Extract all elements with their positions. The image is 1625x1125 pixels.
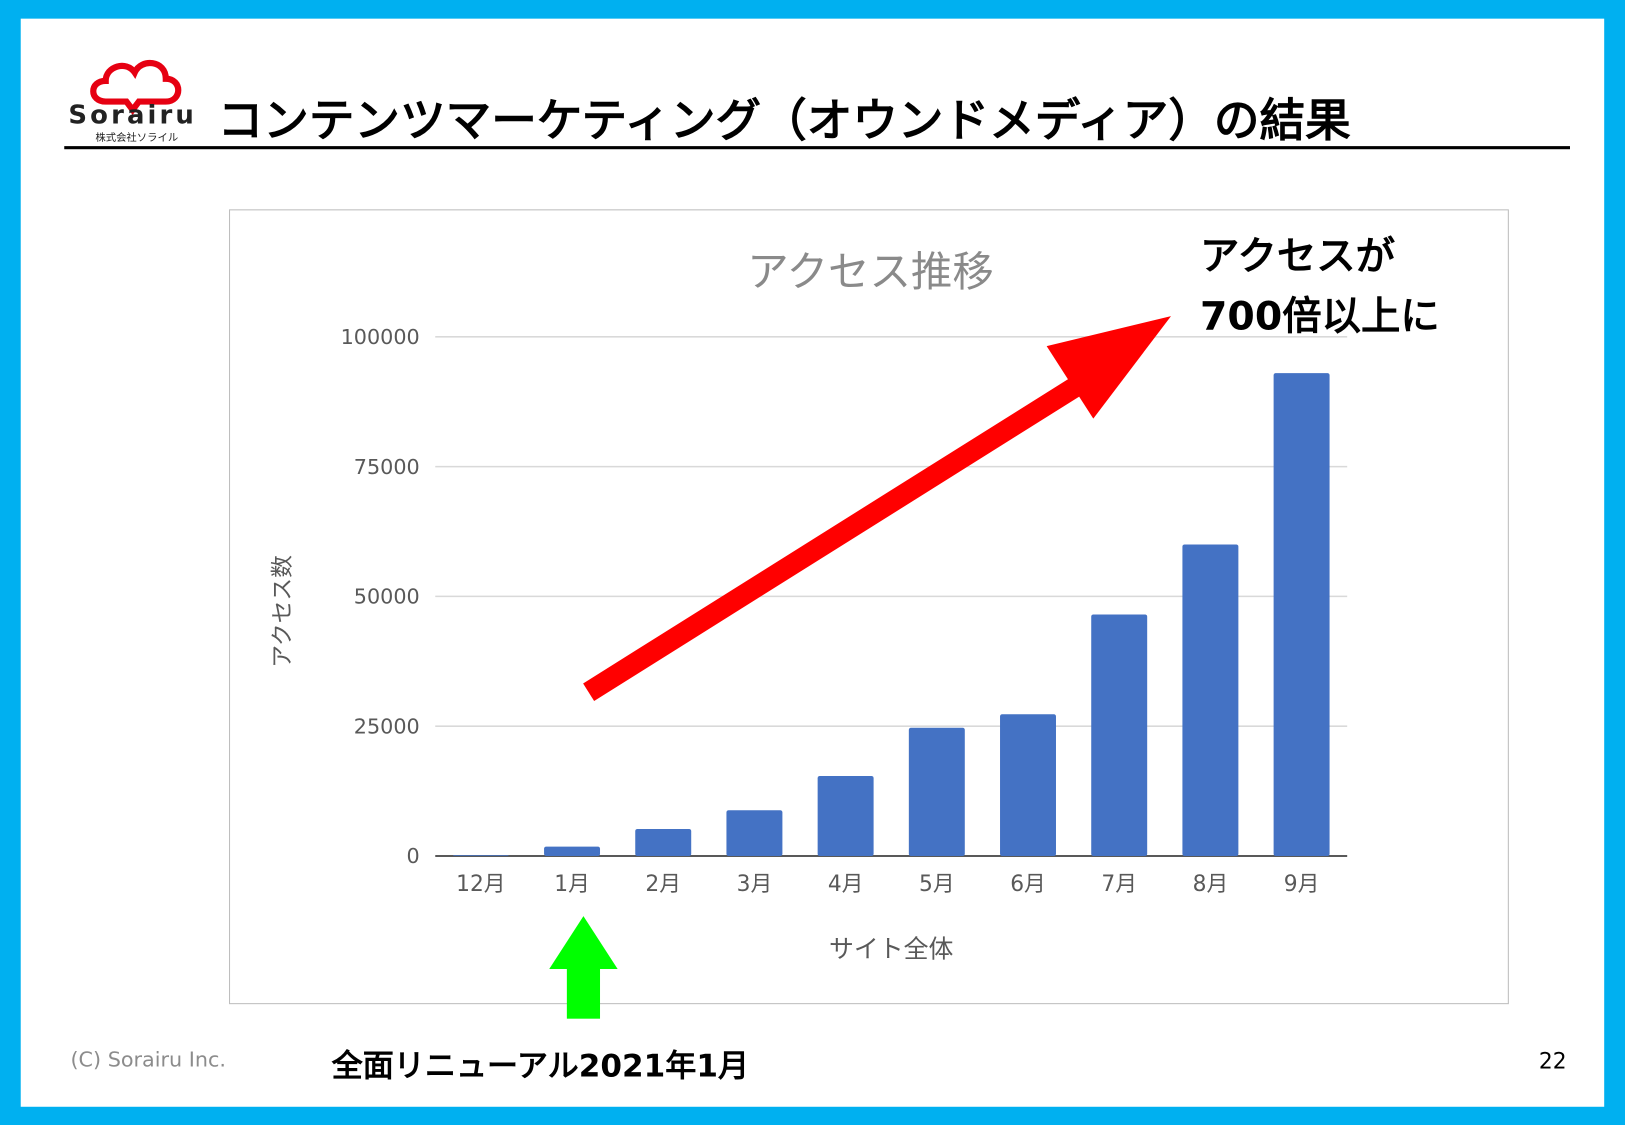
y-axis-label: アクセス数 xyxy=(270,555,296,668)
bar-4月 xyxy=(817,776,874,856)
cloud-logo-icon xyxy=(90,60,182,116)
bar-8月 xyxy=(1182,544,1239,856)
x-tick-label: 6月 xyxy=(1010,872,1046,897)
slide: Sorairu 株式会社ソライル コンテンツマーケティング（オウンドメディア）の… xyxy=(20,18,1605,1107)
x-tick-label: 2月 xyxy=(645,872,681,897)
title-divider xyxy=(64,146,1570,150)
x-tick-label: 5月 xyxy=(919,872,955,897)
x-axis-label: サイト全体 xyxy=(829,935,953,964)
y-tick-label: 50000 xyxy=(354,585,420,609)
x-tick-label: 8月 xyxy=(1193,872,1229,897)
y-tick-label: 0 xyxy=(407,844,420,868)
up-arrow-icon xyxy=(549,916,618,1019)
x-tick-label: 12月 xyxy=(456,872,505,897)
bar-7月 xyxy=(1091,614,1148,856)
y-tick-label: 75000 xyxy=(354,455,420,479)
page-title: コンテンツマーケティング（オウンドメディア）の結果 xyxy=(217,94,1351,148)
callout-line-2: 700倍以上に xyxy=(1200,293,1440,339)
bar-12月 xyxy=(452,855,509,856)
bar-chart: 0 25000 50000 75000 100000 12月 1月 2月 3月 4月 5月 6月 7月 8… xyxy=(270,248,1348,1019)
copyright: (C) Sorairu Inc. xyxy=(70,1046,226,1072)
bar-9月 xyxy=(1273,373,1330,856)
x-tick-label: 9月 xyxy=(1284,872,1320,897)
bar-6月 xyxy=(1000,714,1056,856)
x-tick-label: 3月 xyxy=(737,872,773,897)
logo-text: Sorairu xyxy=(68,99,197,130)
chart-title: アクセス推移 xyxy=(747,248,994,296)
y-tick-label: 25000 xyxy=(354,714,420,738)
bar-1月 xyxy=(544,846,601,856)
page-number: 22 xyxy=(1538,1048,1567,1074)
bar-3月 xyxy=(726,810,783,856)
chart-container xyxy=(229,209,1509,1005)
trend-arrow-icon xyxy=(583,316,1172,702)
callout-line-1: アクセスが xyxy=(1200,233,1395,279)
renewal-note: 全面リニューアル2021年1月 xyxy=(331,1048,750,1086)
growth-callout: アクセスが 700倍以上に xyxy=(1200,226,1440,346)
x-tick-label: 7月 xyxy=(1101,872,1137,897)
bar-5月 xyxy=(908,727,965,856)
y-tick-label: 100000 xyxy=(341,325,420,349)
x-tick-label: 4月 xyxy=(828,872,864,897)
x-tick-label: 1月 xyxy=(554,872,590,897)
bar-2月 xyxy=(635,828,692,856)
logo-subtext: 株式会社ソライル xyxy=(95,132,179,145)
